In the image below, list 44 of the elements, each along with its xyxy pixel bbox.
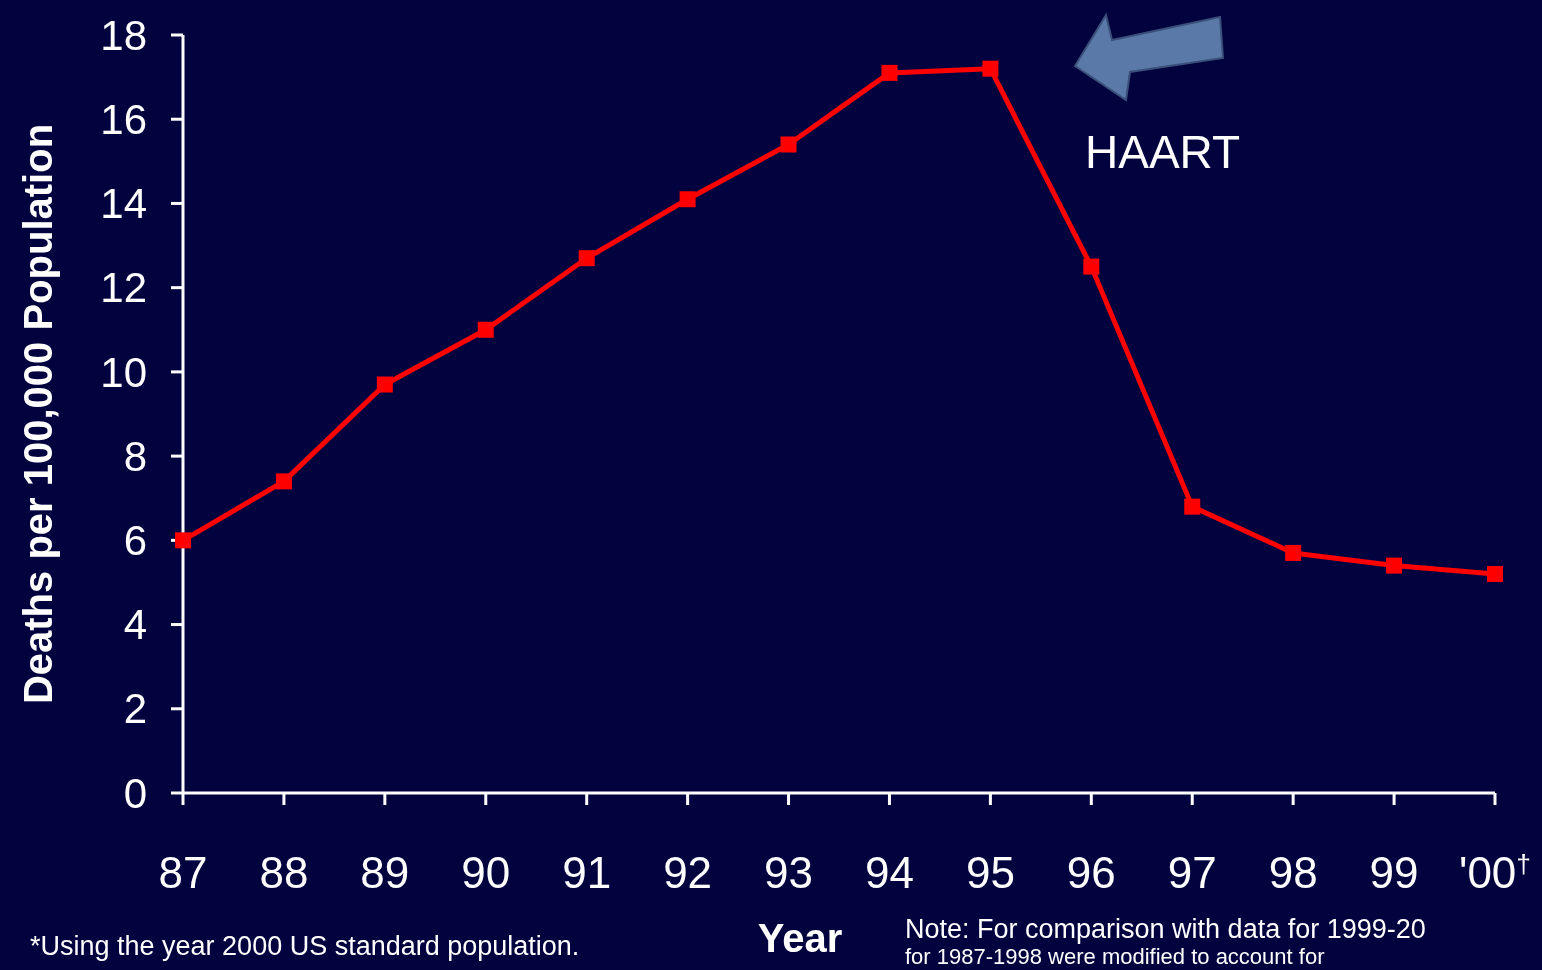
text: *Using the year 2000 US standard population. [30,931,580,961]
point [1386,557,1403,574]
x-tick-label: 96 [1066,848,1116,897]
x-tick-label: 95 [965,848,1015,897]
point [1487,566,1503,583]
x-tick-label: 92 [663,848,713,897]
point [578,250,595,267]
point [275,473,292,490]
y-tick-label: 0 [123,769,147,817]
point [780,136,797,153]
y-tick-label: 8 [123,432,147,480]
x-tick-label: 94 [864,848,914,897]
y-tick-label: 10 [100,348,147,396]
point [881,64,898,81]
y-tick-label: 16 [100,95,147,143]
y-tick-label: 14 [100,180,147,228]
point [1285,544,1302,561]
y-axis-title: Deaths per 100,000 Population [16,123,60,705]
y-tick-label: 18 [100,11,147,59]
x-tick-label: 97 [1167,848,1217,897]
y-tick-label: 4 [123,601,147,649]
x-tick-label: 88 [259,848,309,897]
point [982,60,999,77]
x-tick-label: 99 [1369,848,1419,897]
x-tick-label: 98 [1268,848,1318,897]
y-tick-label: 6 [123,517,147,565]
y-tick-label: 12 [100,264,147,312]
text: for 1987-1998 were modified to account for [905,944,1325,969]
x-axis-title: Year [757,916,843,960]
annotation: HAART [1085,126,1241,178]
x-tick-label: '00$^{†}$ [1458,848,1532,897]
x-tick-label: 90 [461,848,511,897]
x-tick-label: 93 [764,848,814,897]
point [679,191,696,208]
x-tick-label: 87 [158,848,208,897]
point [376,376,393,393]
point [1184,498,1201,515]
point [477,321,494,338]
x-tick-label: 91 [562,848,612,897]
x-tick-label: 89 [360,848,410,897]
y-tick-label: 2 [123,685,147,733]
point [175,532,191,549]
text: Note: For comparison with data for 1999-20 [905,914,1426,944]
point [1083,258,1100,275]
